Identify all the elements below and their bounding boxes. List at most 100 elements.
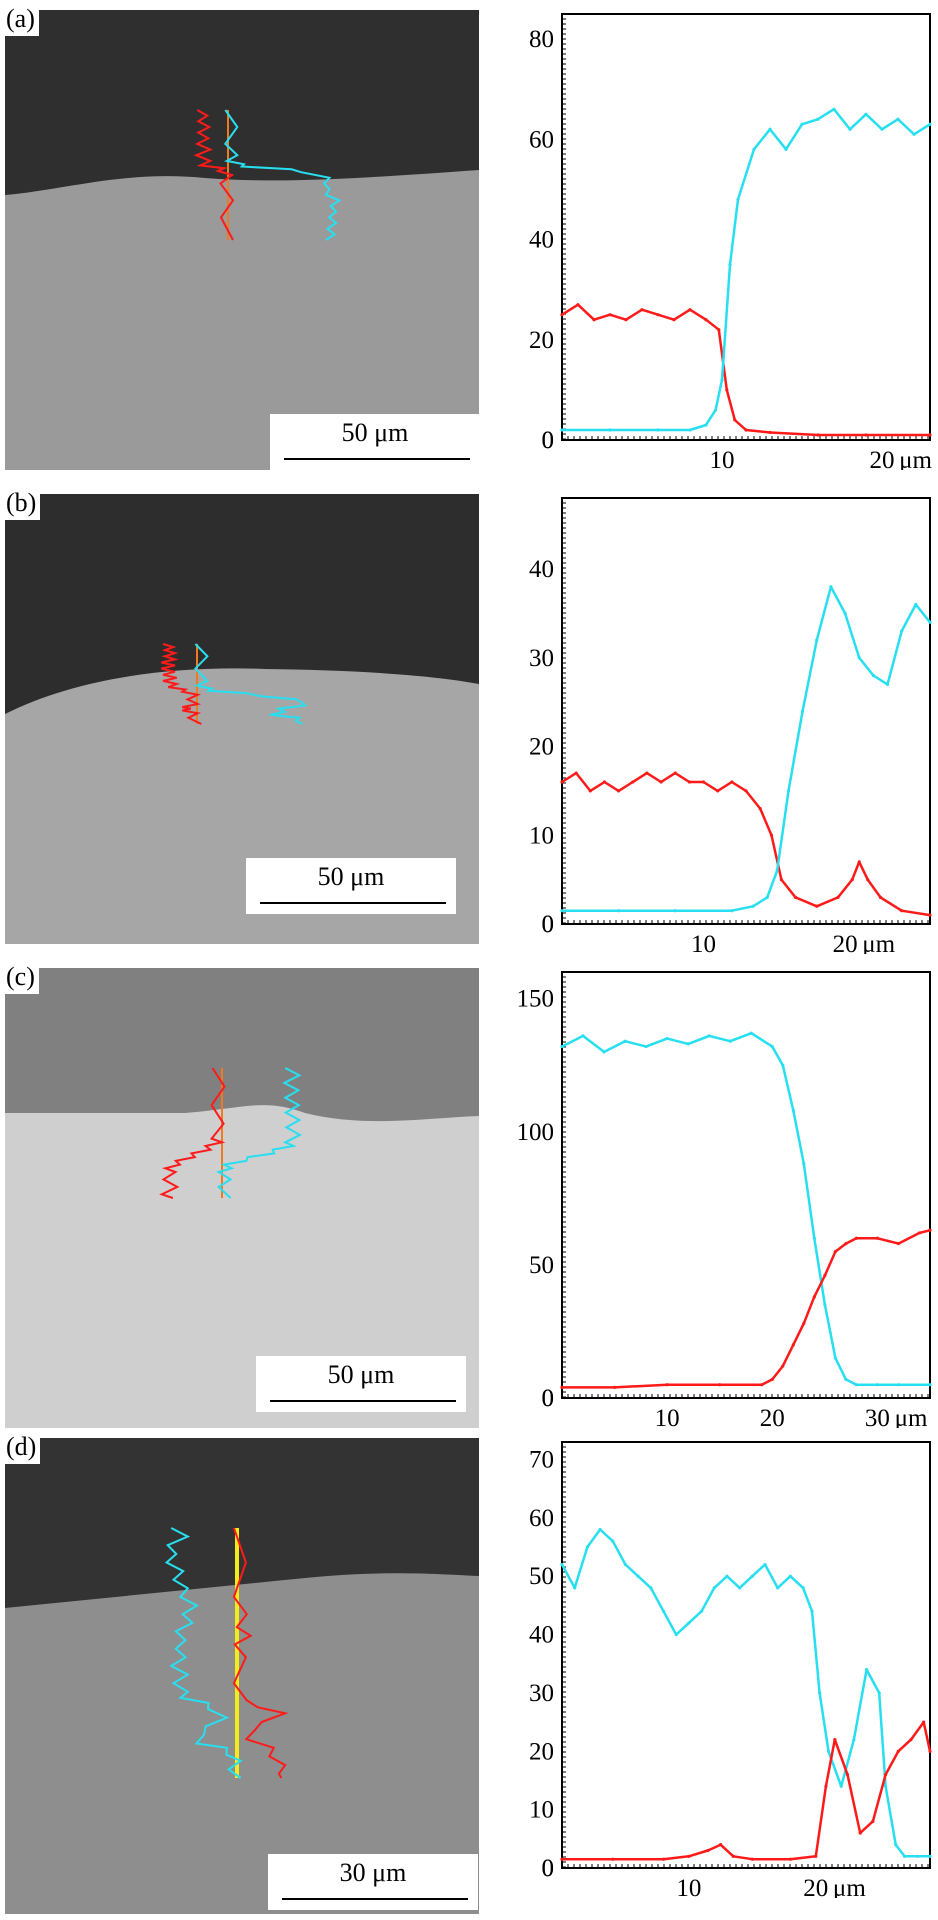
data-point (858, 1831, 862, 1835)
data-point (875, 1236, 880, 1240)
data-point (770, 1377, 774, 1381)
scale-value-a: 50 (341, 418, 368, 447)
data-point (674, 1632, 678, 1637)
data-point (909, 1738, 913, 1742)
data-point (848, 127, 852, 131)
data-point (701, 780, 706, 784)
data-point (845, 1773, 850, 1777)
scale-unit-b: μm (350, 862, 385, 891)
plot-frame (561, 1441, 931, 1869)
data-point (866, 878, 870, 882)
data-point (826, 1749, 831, 1753)
data-point (576, 303, 580, 307)
data-point (733, 418, 737, 422)
data-point (832, 107, 836, 111)
y-tick-label: 20 (529, 1738, 554, 1765)
data-point (717, 328, 721, 332)
y-tick-label: 20 (529, 734, 554, 761)
data-point (894, 1843, 898, 1847)
data-point (768, 430, 772, 435)
data-point (714, 408, 718, 412)
data-point (760, 1383, 764, 1387)
data-point (852, 1738, 856, 1742)
data-point (560, 1044, 564, 1049)
data-point (598, 1527, 602, 1532)
data-point (896, 1383, 901, 1387)
data-point (704, 318, 708, 322)
data-point (829, 585, 833, 589)
y-tick-label: 30 (529, 1680, 554, 1707)
series-line (562, 1229, 931, 1389)
data-point (749, 1031, 753, 1035)
y-tick-label: 40 (529, 1622, 554, 1649)
data-point (751, 904, 755, 908)
data-point (585, 1545, 589, 1549)
panel-label-b: (b) (2, 486, 41, 520)
plot-frame (561, 13, 931, 441)
data-point (824, 1784, 828, 1788)
data-point (812, 1236, 816, 1240)
x-unit-label: μm (862, 931, 895, 954)
data-point (833, 1356, 837, 1360)
data-point (706, 1848, 710, 1853)
data-point (800, 122, 804, 126)
data-point (730, 909, 734, 913)
data-point (788, 1574, 793, 1578)
data-point (758, 807, 762, 811)
data-point (611, 1857, 615, 1861)
x-tick-label: 10 (710, 447, 735, 470)
data-point (928, 1854, 932, 1858)
overlay-profile (216, 1067, 303, 1199)
series-line (560, 1528, 930, 1858)
y-tick-label: 100 (517, 1119, 555, 1146)
data-point (588, 789, 592, 793)
data-point (560, 1385, 564, 1389)
figure-row-a: (a) 50 μm 0 20 40 60 80 10 20 0 μm (0, 0, 938, 470)
data-point (602, 1050, 606, 1054)
data-point (903, 1854, 907, 1858)
data-point (786, 789, 791, 793)
data-point (880, 127, 884, 131)
data-point (728, 262, 732, 267)
data-point (928, 1228, 932, 1232)
y-tick-label: 20 (529, 327, 554, 354)
overlay-profile (159, 1067, 226, 1199)
data-point (728, 1039, 732, 1043)
data-point (687, 780, 691, 784)
panel-label-a: (a) (2, 2, 39, 36)
data-point (617, 789, 621, 793)
data-point (744, 428, 748, 432)
y-tick-label: 10 (529, 822, 554, 849)
data-point (776, 1586, 780, 1590)
data-point (744, 789, 748, 793)
data-point (581, 1034, 585, 1038)
data-point (659, 780, 663, 784)
data-point (687, 1621, 691, 1625)
data-point (645, 771, 649, 775)
substrate-region (5, 1105, 479, 1428)
data-point (833, 1738, 837, 1742)
data-point (752, 147, 756, 151)
data-point (784, 147, 788, 151)
origin-label: 0 (542, 1855, 555, 1882)
x-tick-label: 20 (803, 1875, 828, 1898)
data-point (707, 1034, 711, 1038)
data-point (560, 428, 564, 432)
scale-line-d (282, 1898, 468, 1900)
data-point (688, 428, 692, 432)
scalebar-d: 30 μm (268, 1854, 478, 1910)
y-tick-label: 50 (529, 1563, 554, 1590)
data-point (928, 913, 932, 917)
data-point (928, 433, 932, 437)
data-point (857, 656, 861, 660)
data-point (922, 1720, 926, 1724)
data-point (791, 1108, 795, 1113)
data-point (731, 1854, 735, 1858)
data-point (631, 780, 635, 784)
data-point (823, 1303, 827, 1307)
x-unit-label: μm (833, 1875, 866, 1898)
origin-label: 0 (542, 911, 555, 938)
data-point (736, 197, 740, 202)
data-point (775, 869, 779, 873)
y-tick-label: 0 (542, 911, 555, 938)
